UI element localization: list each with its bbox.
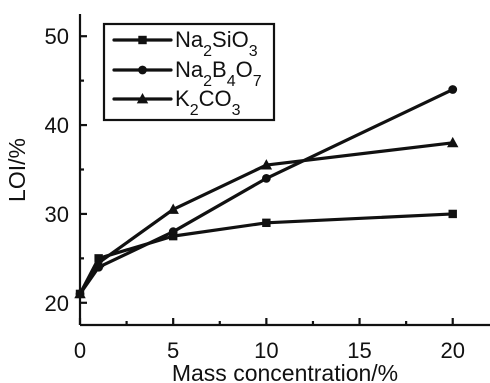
axes-layer [78, 14, 490, 327]
series-3 [74, 136, 459, 299]
y-tick-label: 20 [45, 291, 69, 316]
data-point-2-4 [261, 173, 271, 183]
data-point-3-5 [447, 136, 459, 148]
legend-label-2: Na2B4O7 [175, 57, 262, 90]
legend-marker-2 [138, 65, 147, 75]
legend-label-1: Na2SiO3 [175, 27, 258, 60]
data-point-2-5 [448, 85, 458, 94]
data-point-1-5 [448, 209, 457, 219]
x-axis-label: Mass concentration/% [172, 360, 398, 383]
data-point-1-4 [262, 218, 271, 228]
data-point-3-2 [92, 256, 105, 268]
data-point-3-4 [260, 159, 273, 170]
data-point-3-3 [167, 203, 179, 214]
y-tick-label: 30 [45, 202, 69, 227]
y-axis-label: LOI/% [4, 138, 30, 202]
series-1 [75, 209, 457, 299]
legend-marker-3 [136, 93, 149, 104]
x-tick-label: 0 [74, 338, 86, 363]
y-tick-label: 40 [45, 113, 69, 138]
x-tick-label: 10 [254, 338, 278, 363]
data-point-3-1 [74, 287, 86, 299]
series-layer [74, 85, 459, 299]
legend-marker-1 [138, 35, 147, 45]
x-tick-label: 15 [347, 338, 371, 363]
x-tick-label: 20 [440, 338, 464, 363]
labels-layer: 0 5 10 15 20 20 30 40 50 Mass concentration/% LOI/… [4, 24, 465, 383]
legend-label-3: K2CO3 [175, 86, 241, 119]
x-tick-label: 5 [167, 338, 179, 363]
y-tick-label: 50 [45, 24, 69, 49]
data-point-2-3 [168, 227, 178, 237]
